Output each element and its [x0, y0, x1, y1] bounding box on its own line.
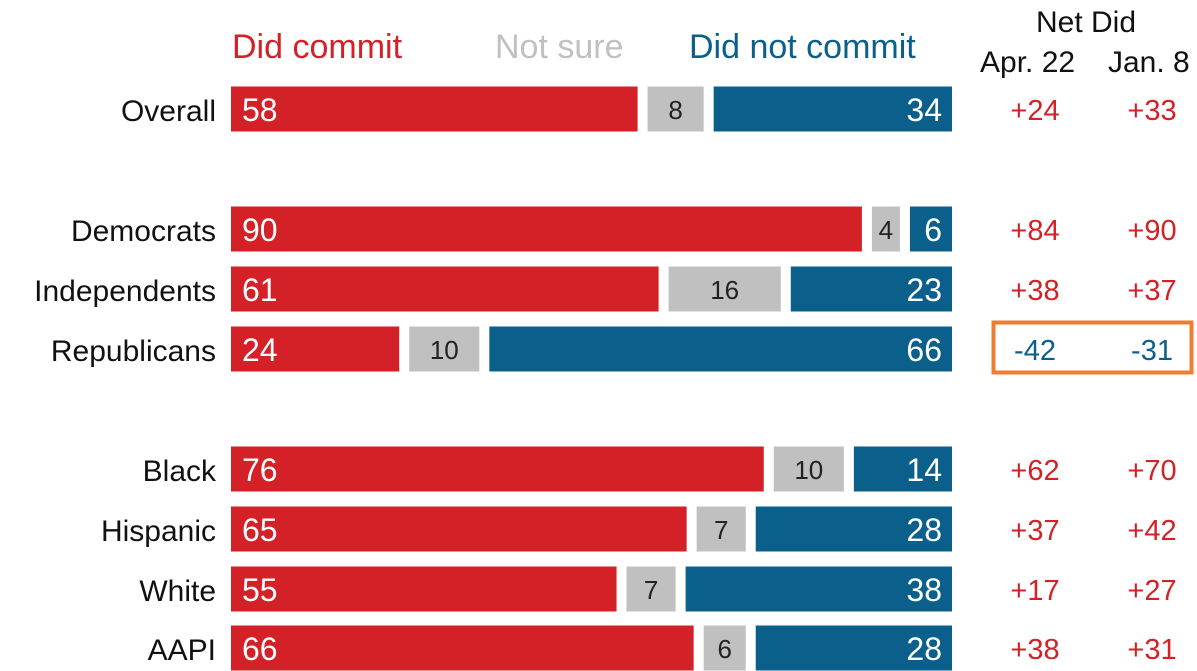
value-label-did-not-commit-black: 14	[906, 452, 942, 488]
bar-did-commit-independents	[231, 266, 659, 312]
net-did-jan8-republicans: -31	[1131, 335, 1173, 367]
net-did-jan8-aapi: +31	[1127, 634, 1176, 666]
value-label-did-commit-overall: 58	[242, 92, 278, 128]
bar-not-sure-democrats	[871, 206, 900, 252]
bar-did-commit-democrats	[231, 206, 862, 252]
net-did-apr22-black: +62	[1010, 455, 1059, 487]
category-label-aapi: AAPI	[148, 634, 216, 667]
value-label-did-not-commit-independents: 23	[906, 272, 942, 308]
category-label-overall: Overall	[121, 95, 216, 128]
bar-not-sure-white	[626, 566, 676, 612]
legend-not-sure: Not sure	[495, 28, 624, 66]
value-label-did-commit-white: 55	[242, 572, 278, 608]
bar-did-not-commit-democrats	[909, 206, 952, 252]
net-did-apr22-republicans: -42	[1014, 335, 1056, 367]
value-label-did-commit-republicans: 24	[242, 332, 278, 368]
value-label-did-not-commit-white: 38	[906, 572, 942, 608]
bar-did-commit-overall	[231, 86, 638, 132]
bar-not-sure-black	[773, 446, 844, 492]
net-did-jan8-white: +27	[1127, 575, 1176, 607]
bar-did-not-commit-overall	[713, 86, 952, 132]
value-label-not-sure-democrats: 4	[879, 215, 893, 245]
bar-did-not-commit-republicans	[489, 326, 952, 372]
net-did-jan8-black: +70	[1127, 455, 1176, 487]
legend-did-commit: Did commit	[232, 28, 403, 66]
bar-did-not-commit-hispanic	[755, 506, 952, 552]
value-label-did-not-commit-aapi: 28	[906, 631, 942, 667]
bar-did-not-commit-black	[853, 446, 952, 492]
bar-not-sure-aapi	[703, 625, 746, 671]
net-did-apr22-democrats: +84	[1010, 215, 1059, 247]
value-label-did-not-commit-overall: 34	[906, 92, 942, 128]
value-label-not-sure-white: 7	[644, 575, 658, 605]
category-label-hispanic: Hispanic	[101, 515, 216, 548]
value-label-not-sure-black: 10	[794, 455, 823, 485]
net-did-apr22-independents: +38	[1010, 275, 1059, 307]
value-label-did-not-commit-hispanic: 28	[906, 512, 942, 548]
bar-did-commit-republicans	[231, 326, 400, 372]
net-did-apr22-overall: +24	[1010, 95, 1059, 127]
net-did-title: Net Did	[1036, 6, 1137, 39]
net-did-apr22-aapi: +38	[1010, 634, 1059, 666]
value-label-not-sure-aapi: 6	[717, 634, 731, 664]
value-label-did-commit-democrats: 90	[242, 212, 278, 248]
value-label-did-commit-independents: 61	[242, 272, 278, 308]
net-did-apr22-white: +17	[1010, 575, 1059, 607]
bar-did-not-commit-independents	[790, 266, 952, 312]
net-did-jan8-hispanic: +42	[1127, 515, 1176, 547]
value-label-did-commit-black: 76	[242, 452, 278, 488]
net-did-col-jan8: Jan. 8	[1108, 46, 1190, 79]
value-label-did-not-commit-republicans: 66	[906, 332, 942, 368]
bar-did-commit-aapi	[231, 625, 694, 671]
bar-did-commit-white	[231, 566, 617, 612]
bar-did-commit-hispanic	[231, 506, 687, 552]
value-label-did-commit-hispanic: 65	[242, 512, 278, 548]
bar-did-not-commit-aapi	[755, 625, 952, 671]
value-label-not-sure-republicans: 10	[430, 335, 459, 365]
category-label-republicans: Republicans	[51, 335, 216, 368]
category-label-black: Black	[143, 455, 217, 488]
net-did-apr22-hispanic: +37	[1010, 515, 1059, 547]
category-label-independents: Independents	[34, 275, 216, 308]
highlight-box-republicans	[991, 320, 1194, 375]
bar-not-sure-independents	[668, 266, 781, 312]
value-label-not-sure-hispanic: 7	[714, 515, 728, 545]
bar-not-sure-hispanic	[696, 506, 746, 552]
bar-did-not-commit-white	[685, 566, 952, 612]
value-label-did-not-commit-democrats: 6	[924, 212, 942, 248]
value-label-did-commit-aapi: 66	[242, 631, 278, 667]
value-label-not-sure-independents: 16	[710, 275, 739, 305]
bar-did-commit-black	[231, 446, 764, 492]
net-did-jan8-independents: +37	[1127, 275, 1176, 307]
net-did-col-apr22: Apr. 22	[980, 46, 1076, 79]
net-did-jan8-democrats: +90	[1127, 215, 1176, 247]
bar-not-sure-republicans	[409, 326, 480, 372]
value-label-not-sure-overall: 8	[668, 95, 682, 125]
bar-not-sure-overall	[647, 86, 704, 132]
legend-did-not-commit: Did not commit	[689, 28, 916, 66]
category-label-white: White	[139, 575, 216, 608]
category-label-democrats: Democrats	[71, 215, 216, 248]
net-did-jan8-overall: +33	[1127, 95, 1176, 127]
